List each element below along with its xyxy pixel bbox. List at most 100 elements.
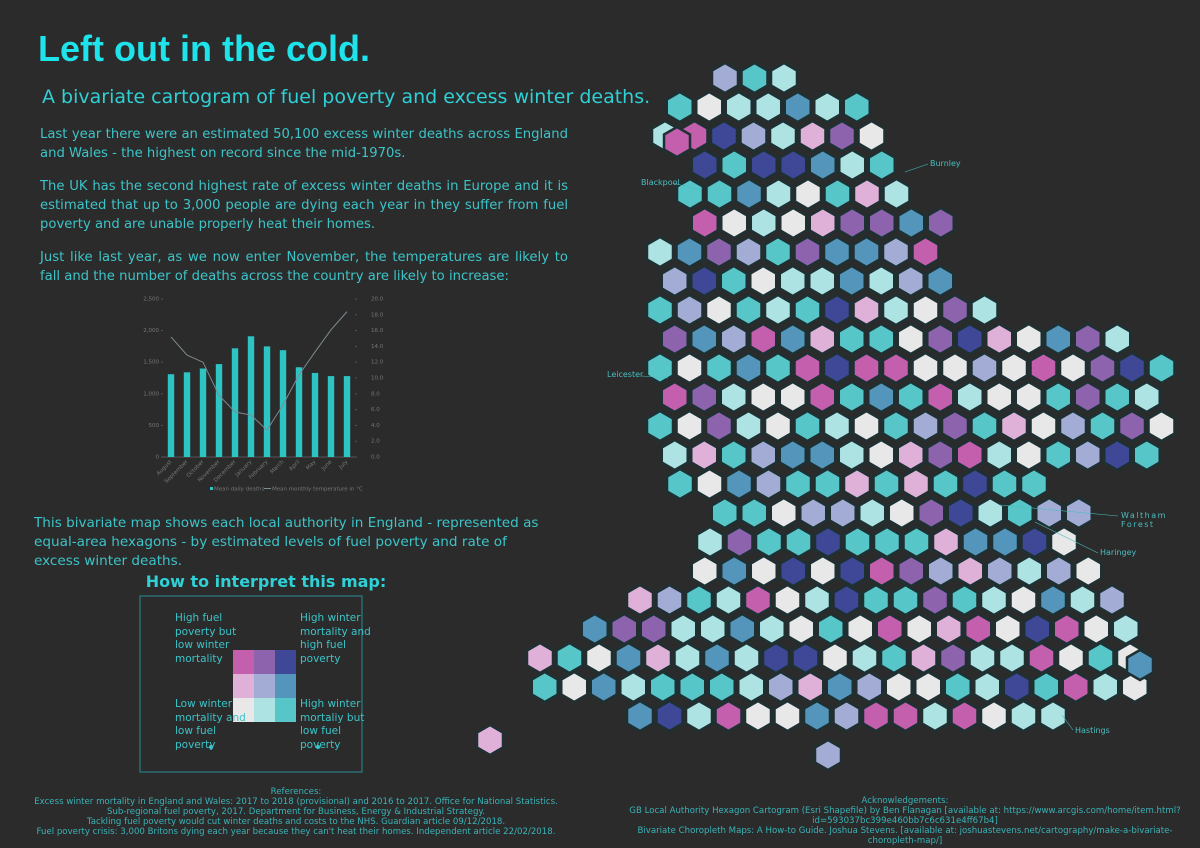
hexagon (999, 409, 1029, 443)
hexagon (619, 670, 648, 704)
hexagon (828, 496, 857, 530)
hexagon (852, 293, 881, 327)
hexagon (985, 322, 1014, 356)
line (170, 311, 348, 431)
hexagon (763, 351, 793, 385)
hexagon (911, 293, 940, 327)
hexagon (901, 467, 931, 501)
hexagon (934, 612, 963, 646)
hexagon (1073, 438, 1102, 472)
hexagon (914, 670, 943, 704)
hexagon (1015, 554, 1044, 588)
hexagon (896, 322, 925, 356)
hexagon (743, 583, 773, 617)
hexagon (793, 409, 822, 443)
hexagon (1005, 496, 1034, 530)
hexagon (955, 438, 984, 472)
hexagon (754, 90, 783, 124)
hexagon (749, 148, 778, 182)
hexagon (802, 699, 832, 733)
hexagon (909, 641, 938, 675)
hexagon (704, 351, 734, 385)
legend-label: Low winter mortality and low fuel povert… (175, 698, 246, 751)
hexagon (769, 496, 798, 530)
y-tick-label: 500 (149, 423, 160, 429)
hexagon (838, 206, 867, 240)
hexagon (905, 612, 934, 646)
hexagon (950, 699, 979, 733)
hexagon (695, 90, 724, 124)
bar (311, 372, 319, 457)
hexagon (970, 351, 999, 385)
hexagon (961, 525, 990, 559)
hexagon (1064, 496, 1093, 530)
hexagon (887, 496, 916, 530)
hexagon (783, 90, 812, 124)
hexagon (749, 206, 778, 240)
hexagon (943, 670, 972, 704)
bar (167, 374, 175, 457)
hexagon (643, 641, 673, 675)
hexagon (1009, 699, 1038, 733)
y-tick-label: 1,500 (143, 360, 159, 366)
hexagon (719, 438, 748, 472)
hexagon (1117, 351, 1147, 385)
hexagon (555, 641, 584, 675)
hexagon (743, 699, 773, 733)
hexagon (669, 612, 698, 646)
hexagon (778, 438, 807, 472)
hexagon (684, 583, 714, 617)
hexagon (778, 380, 807, 414)
hexagon (808, 322, 837, 356)
hexagon (690, 148, 719, 182)
y2-tick-label: 10.0 (371, 376, 384, 382)
hexagon (740, 496, 769, 530)
hexagon (737, 670, 766, 704)
hexagon (1044, 380, 1073, 414)
hexagon (882, 177, 911, 211)
hexagon (724, 90, 753, 124)
legend-dot (209, 745, 213, 749)
hexagon (813, 467, 842, 501)
legend-title: How to interpret this map: (145, 572, 387, 591)
leader-line (641, 375, 669, 379)
legend-cell (254, 698, 275, 722)
hexagon (813, 738, 843, 772)
hexagon (979, 583, 1009, 617)
hexagon (813, 525, 843, 559)
hexagon (720, 554, 749, 588)
hexagon (920, 699, 950, 733)
hexagon (714, 699, 743, 733)
hexagon (749, 554, 778, 588)
hexagon (1038, 699, 1068, 733)
y-tick-label: 2,500 (143, 297, 159, 303)
hexagon (1058, 351, 1088, 385)
legend-cell (254, 650, 275, 674)
description: This bivariate map shows each local auth… (34, 515, 539, 569)
hexagon (808, 206, 837, 240)
hexagon (1132, 380, 1161, 414)
hexagon (999, 351, 1029, 385)
hexagon (1019, 467, 1049, 501)
hexagon (690, 206, 719, 240)
hexagon (665, 90, 694, 124)
y2-tick-label: 12.0 (371, 360, 384, 366)
hexagon (1044, 322, 1073, 356)
hexagon (1009, 583, 1038, 617)
hexagon (625, 583, 655, 617)
hexagon (719, 322, 748, 356)
hexagon (796, 670, 825, 704)
hexagon (763, 293, 793, 327)
hexagon (891, 583, 920, 617)
hexagon (560, 670, 589, 704)
hexagon (1082, 612, 1111, 646)
hexagon (1035, 496, 1064, 530)
references: References: Excess winter mortality in E… (20, 787, 572, 837)
acknowledgement: Bivariate Choropleth Maps: A How-to Guid… (637, 826, 1173, 846)
hexagon (867, 206, 896, 240)
hexagon (725, 525, 754, 559)
hexagon (704, 235, 734, 269)
hexagon (784, 525, 813, 559)
hexagon (1117, 409, 1147, 443)
hexagon (843, 525, 872, 559)
